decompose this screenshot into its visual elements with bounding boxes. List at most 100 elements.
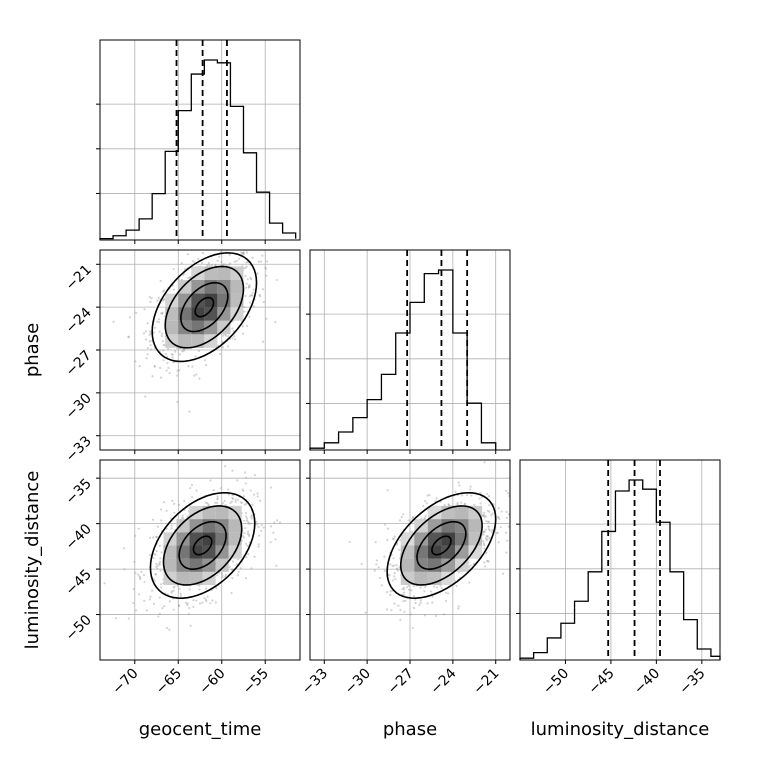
density-cell — [189, 545, 203, 559]
scatter-point — [169, 517, 173, 520]
scatter-point — [250, 517, 253, 520]
scatter-point — [142, 332, 146, 335]
scatter-point — [256, 232, 258, 234]
scatter-point — [501, 572, 505, 575]
density-cell — [204, 320, 218, 335]
scatter-point — [473, 503, 476, 507]
scatter-point — [386, 489, 389, 492]
scatter-point — [469, 564, 472, 567]
scatter-point — [258, 534, 261, 537]
scatter-point — [244, 511, 248, 515]
scatter-point — [412, 595, 416, 598]
scatter-point — [201, 601, 204, 604]
scatter-point — [444, 591, 448, 594]
xlabel-phase: phase — [383, 719, 437, 740]
scatter-point — [244, 294, 247, 298]
scatter-point — [219, 352, 222, 356]
scatter-point — [428, 493, 431, 497]
scatter-point — [447, 504, 450, 507]
scatter-point — [385, 591, 389, 594]
scatter-point — [245, 286, 248, 289]
scatter-point — [269, 541, 272, 544]
scatter-point — [240, 251, 243, 254]
scatter-point — [193, 374, 196, 377]
scatter-point — [234, 500, 237, 503]
scatter-point — [152, 536, 155, 539]
scatter-point — [241, 325, 244, 328]
scatter-point — [158, 596, 161, 599]
scatter-point — [155, 562, 158, 566]
scatter-point — [190, 483, 194, 487]
x-tick-labels-phase: −33 −30 −27 −24 −21 — [299, 665, 503, 697]
scatter-point — [412, 606, 416, 610]
density-cell — [400, 571, 415, 585]
scatter-point — [176, 369, 179, 372]
density-cell — [202, 545, 216, 559]
scatter-point — [483, 530, 486, 533]
scatter-point — [178, 503, 181, 506]
density-cell — [427, 532, 442, 546]
scatter-point — [229, 262, 232, 265]
scatter-point — [218, 255, 221, 258]
scatter-point — [211, 243, 213, 245]
scatter-point — [245, 282, 248, 285]
scatter-point — [253, 555, 256, 558]
scatter-point — [498, 517, 501, 520]
scatter-point — [186, 253, 189, 256]
scatter-point — [374, 541, 377, 544]
scatter-point — [152, 331, 155, 334]
scatter-point — [419, 586, 422, 589]
scatter-point — [179, 594, 183, 597]
scatter-point — [159, 366, 162, 370]
scatter-point — [219, 241, 221, 243]
scatter-point — [152, 602, 156, 605]
scatter-point — [246, 278, 249, 281]
scatter-point — [191, 260, 194, 263]
scatter-point — [161, 340, 165, 343]
scatter-point — [216, 574, 219, 577]
density-cell — [400, 558, 415, 572]
scatter-point — [275, 278, 278, 282]
scatter-point — [173, 511, 176, 514]
scatter-point — [278, 521, 282, 524]
scatter-point — [159, 560, 162, 563]
scatter-point — [148, 296, 152, 299]
density-cell — [202, 532, 216, 546]
scatter-point — [241, 251, 244, 255]
scatter-point — [276, 519, 279, 522]
scatter-point — [251, 256, 254, 259]
contour-line — [386, 491, 497, 599]
scatter-point — [259, 260, 263, 263]
scatter-point — [208, 264, 211, 267]
scatter-point — [170, 524, 173, 527]
scatter-point — [242, 489, 245, 492]
scatter-point — [242, 253, 245, 256]
scatter-point — [444, 599, 448, 603]
scatter-point — [200, 261, 204, 264]
scatter-point — [172, 267, 175, 270]
scatter-point — [162, 501, 166, 504]
scatter-point — [423, 614, 426, 617]
scatter-point — [159, 508, 163, 511]
scatter-point — [383, 569, 387, 572]
scatter-point — [228, 263, 231, 266]
x-tick-label: −45 — [586, 666, 618, 698]
scatter-point — [487, 495, 491, 498]
scatter-point — [248, 295, 251, 298]
scatter-point — [424, 514, 427, 518]
scatter-point — [243, 532, 246, 535]
scatter-point — [198, 584, 201, 587]
scatter-point — [256, 272, 259, 275]
scatter-point — [159, 583, 163, 586]
scatter-point — [162, 344, 165, 347]
scatter-point — [153, 365, 156, 368]
scatter-point — [456, 501, 459, 504]
scatter-point — [240, 501, 243, 504]
scatter-point — [224, 465, 227, 468]
scatter-point — [201, 251, 204, 255]
scatter-point — [391, 564, 394, 568]
scatter-point — [179, 592, 182, 595]
scatter-point — [156, 564, 160, 567]
scatter-point — [407, 584, 410, 587]
scatter-point — [167, 366, 170, 369]
